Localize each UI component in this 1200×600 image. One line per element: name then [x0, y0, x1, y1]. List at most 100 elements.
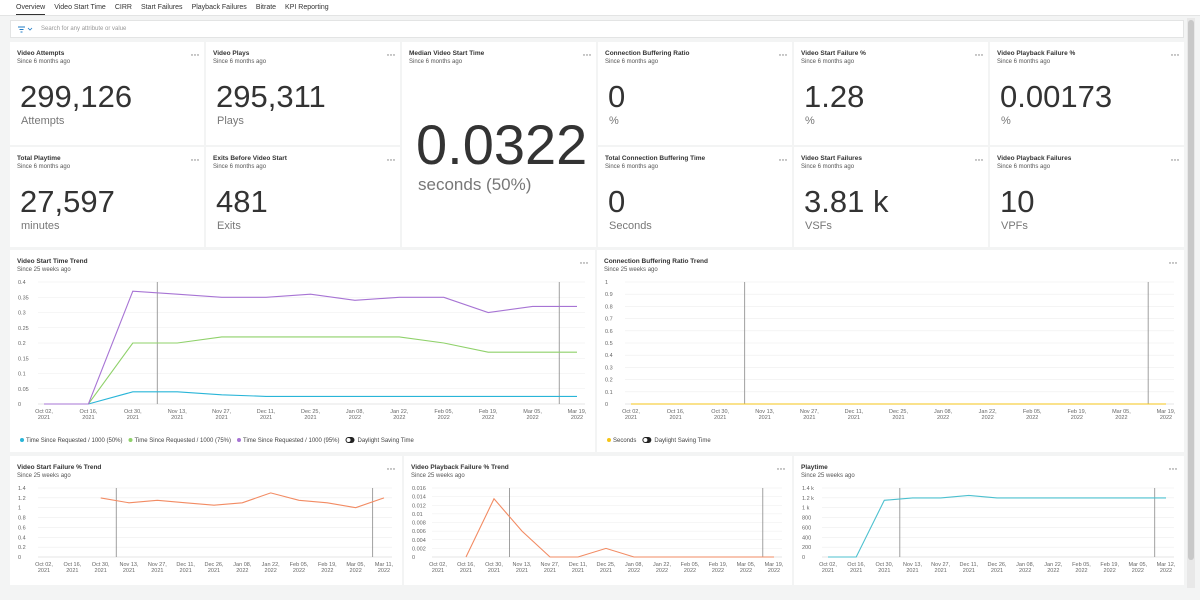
- menu-dot: [194, 54, 196, 56]
- menu-icon[interactable]: [579, 260, 591, 266]
- x-tick-label: Nov 13, 2021: [755, 409, 774, 421]
- menu-dot: [782, 159, 784, 161]
- tab[interactable]: CIRR: [114, 4, 132, 11]
- billboard-unit: %: [805, 115, 815, 127]
- legend-toggle-knob[interactable]: [643, 438, 648, 442]
- menu-icon[interactable]: [1168, 260, 1180, 266]
- scrollbar[interactable]: [1186, 18, 1196, 588]
- billboard-subtitle: Since 6 months ago: [801, 59, 855, 65]
- y-tick-label: 0.002: [412, 546, 426, 552]
- menu-icon[interactable]: [582, 52, 594, 58]
- billboard: Video Start Failure % Since 6 months ago 1…: [794, 42, 988, 145]
- x-tick-label: Oct 30, 2021: [92, 562, 110, 574]
- y-tick-label: 0.008: [412, 521, 426, 527]
- y-tick-label: 0: [18, 555, 21, 561]
- x-tick-label: Oct 02, 2021: [819, 562, 837, 574]
- x-tick-label: Mar 11, 2022: [375, 562, 394, 574]
- menu-icon[interactable]: [974, 157, 986, 163]
- y-tick-label: 1.2 k: [802, 496, 814, 502]
- menu-icon[interactable]: [778, 52, 790, 58]
- filter-icon[interactable]: [13, 21, 43, 37]
- chart-title: Video Start Time Trend: [17, 258, 88, 265]
- tab[interactable]: Bitrate: [255, 4, 277, 11]
- x-tick-label: Feb 05, 2022: [290, 562, 309, 574]
- x-tick-label: Feb 19, 2022: [1100, 562, 1119, 574]
- billboard-value: 299,126: [20, 79, 133, 114]
- menu-dot: [981, 159, 983, 161]
- filter-bar[interactable]: Search for any attribute or value: [10, 20, 1184, 38]
- legend-label[interactable]: Time Since Requested / 1000 (75%): [135, 438, 232, 444]
- menu-icon[interactable]: [190, 52, 202, 58]
- tab[interactable]: KPI Reporting: [285, 4, 329, 11]
- legend-label[interactable]: Time Since Requested / 1000 (50%): [26, 438, 123, 444]
- billboard-value: 10: [1000, 184, 1035, 219]
- billboard: Video Start Failures Since 6 months ago 3.…: [794, 147, 988, 247]
- legend-label[interactable]: Time Since Requested / 1000 (95%): [243, 438, 340, 444]
- x-tick-label: Oct 30, 2021: [875, 562, 893, 574]
- menu-icon[interactable]: [1170, 52, 1182, 58]
- search-placeholder[interactable]: Search for any attribute or value: [41, 26, 127, 32]
- menu-icon[interactable]: [1168, 466, 1180, 472]
- legend-swatch[interactable]: [20, 438, 24, 442]
- billboard-subtitle: Since 6 months ago: [213, 59, 267, 65]
- billboard-unit: Plays: [217, 115, 244, 127]
- billboard: Median Video Start Time Since 6 months ag…: [402, 42, 596, 247]
- legend-toggle-knob[interactable]: [346, 438, 351, 442]
- billboard-subtitle: Since 6 months ago: [17, 59, 71, 65]
- menu-icon[interactable]: [386, 157, 398, 163]
- tab[interactable]: Start Failures: [140, 4, 183, 11]
- billboard-unit: Attempts: [21, 115, 65, 127]
- tab[interactable]: Video Start Time: [54, 4, 106, 11]
- legend-swatch[interactable]: [607, 438, 611, 442]
- x-tick-label: Dec 11, 2021: [960, 562, 979, 574]
- billboard-subtitle: Since 6 months ago: [801, 164, 855, 170]
- menu-dot: [981, 54, 983, 56]
- chart-subtitle: Since 25 weeks ago: [17, 267, 71, 273]
- chart-title: Video Start Failure % Trend: [17, 464, 102, 471]
- y-tick-label: 0.004: [412, 538, 426, 544]
- billboard-title: Video Attempts: [17, 50, 65, 57]
- menu-dot: [978, 159, 980, 161]
- tab[interactable]: Playback Failures: [191, 4, 247, 11]
- menu-icon[interactable]: [1170, 157, 1182, 163]
- legend-label[interactable]: Seconds: [613, 438, 636, 444]
- menu-dot: [1172, 262, 1174, 264]
- menu-icon[interactable]: [190, 157, 202, 163]
- menu-icon[interactable]: [386, 52, 398, 58]
- x-tick-label: Nov 13, 2021: [168, 409, 187, 421]
- billboard-unit: VSFs: [805, 220, 832, 232]
- billboard: Video Playback Failure % Since 6 months a…: [990, 42, 1184, 145]
- billboard-value: 0.0322: [416, 113, 588, 176]
- billboard-title: Video Playback Failures: [997, 155, 1072, 162]
- menu-icon[interactable]: [778, 157, 790, 163]
- legend-label[interactable]: Daylight Saving Time: [654, 438, 711, 444]
- menu-dot: [393, 54, 395, 56]
- series-line: [465, 497, 774, 558]
- menu-icon[interactable]: [776, 466, 788, 472]
- x-tick-label: Jan 22, 2022: [979, 409, 998, 421]
- legend-swatch[interactable]: [128, 438, 133, 442]
- menu-icon[interactable]: [386, 466, 398, 472]
- menu-dot: [580, 262, 582, 264]
- chart-subtitle: Since 25 weeks ago: [801, 473, 855, 479]
- billboard: Video Attempts Since 6 months ago 299,126 A…: [10, 42, 204, 145]
- legend-swatch[interactable]: [237, 438, 241, 442]
- menu-dot: [1175, 262, 1177, 264]
- x-tick-label: Oct 16, 2021: [457, 562, 475, 574]
- menu-icon[interactable]: [974, 52, 986, 58]
- tab[interactable]: Overview: [16, 1, 46, 15]
- menu-dot: [393, 159, 395, 161]
- menu-dot: [779, 54, 781, 56]
- y-tick-label: 1.4: [18, 486, 26, 492]
- billboard-title: Video Playback Failure %: [997, 50, 1076, 57]
- billboard-unit: Exits: [217, 220, 241, 232]
- x-tick-label: Feb 19, 2022: [479, 409, 498, 421]
- x-tick-label: Nov 27, 2021: [800, 409, 819, 421]
- menu-dot: [975, 159, 977, 161]
- menu-dot: [978, 54, 980, 56]
- menu-dot: [1172, 468, 1174, 470]
- billboard-subtitle: Since 6 months ago: [605, 164, 659, 170]
- y-tick-label: 1: [605, 280, 608, 286]
- billboard-unit: minutes: [21, 220, 60, 232]
- legend-label[interactable]: Daylight Saving Time: [358, 438, 415, 444]
